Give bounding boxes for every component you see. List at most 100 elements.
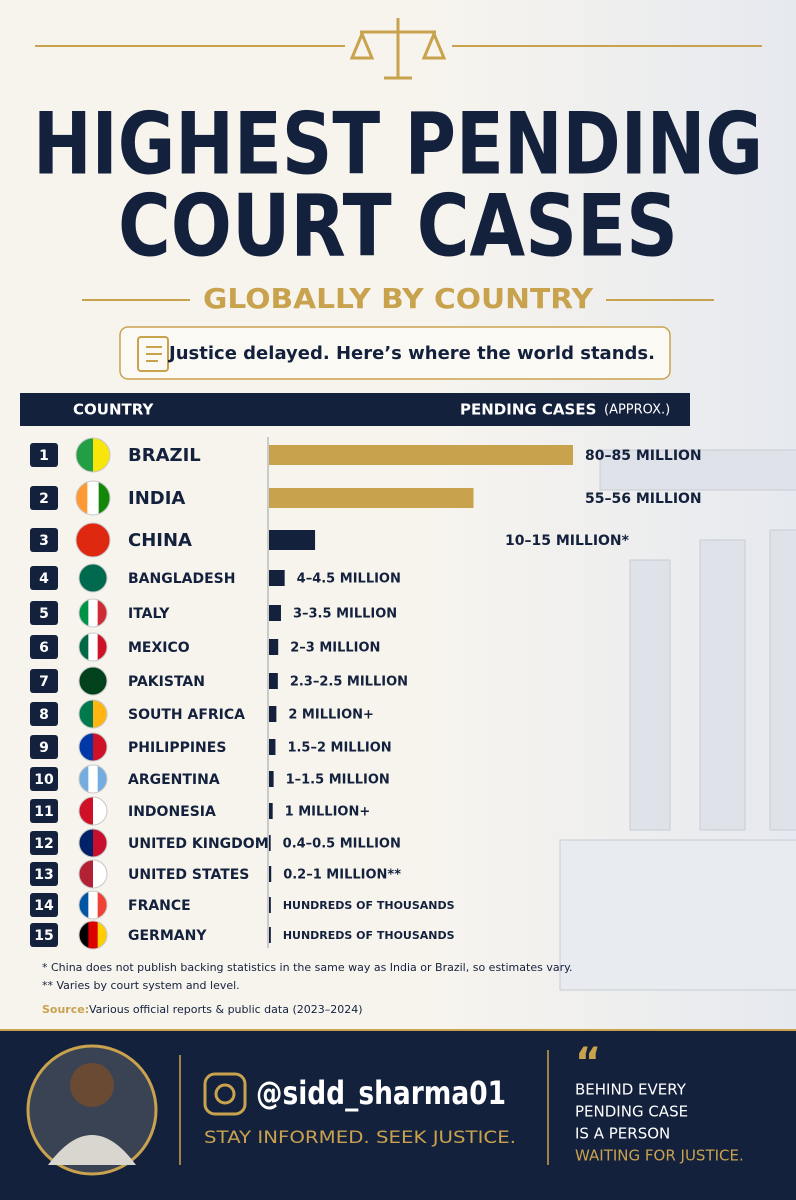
flag-stripe [76,438,94,472]
flag [79,633,107,661]
rank-box [30,635,58,659]
flag [76,523,110,557]
rank: 14 [34,898,54,914]
country-label: BRAZIL [128,445,201,466]
flag-stripe [79,829,94,857]
source-label: Source: [42,1003,89,1016]
rank: 2 [39,491,49,507]
rank: 11 [34,804,53,820]
rank-box [30,702,58,726]
handle[interactable]: @sidd_sharma01 [256,1074,506,1112]
flag-stripe [79,733,94,761]
flag-stripe [93,700,107,728]
quote-mark: “ [575,1040,601,1086]
country-label: SOUTH AFRICA [128,707,245,723]
rank: 4 [39,571,49,587]
value-label: HUNDREDS OF THOUSANDS [283,929,455,942]
value-label: 4–4.5 MILLION [297,572,401,587]
flag-border [75,480,111,516]
flag-border [78,764,108,794]
bar [269,706,277,722]
value-label: 2.3–2.5 MILLION [290,675,408,690]
title: COURT CASES [118,176,678,276]
bar [269,866,272,882]
flag [79,829,107,857]
flag-border [78,796,108,826]
rank-box [30,767,58,791]
flag-stripe [79,633,89,661]
rank-box [30,566,58,590]
header-value: PENDING CASES [460,401,596,419]
header-country: COUNTRY [73,401,154,419]
flag-stripe [93,860,107,888]
flag [79,599,107,627]
country-label: INDONESIA [128,804,216,820]
bar [269,835,271,851]
flag-border [78,890,108,920]
flag [79,860,107,888]
value-label: 55–56 MILLION [585,491,702,507]
flag-border [78,598,108,628]
quote-highlight: WAITING FOR JUSTICE. [575,1147,744,1165]
flag-stripe [79,667,94,695]
profile-photo [26,1044,158,1176]
flag-stripe [97,891,107,919]
quote-line: IS A PERSON [575,1125,670,1143]
rank: 10 [34,772,54,788]
rank: 1 [39,448,49,464]
country-label: CHINA [128,530,192,551]
rank-box [30,893,58,917]
flag-stripe [97,765,107,793]
flag [76,481,110,515]
rows: 1 BRAZIL 80–85 MILLION 2 INDIA 55–56 MILLION 3… [30,437,702,950]
value-label: HUNDREDS OF THOUSANDS [283,899,455,912]
value-label: 10–15 MILLION* [505,533,630,549]
flag-stripe [93,829,107,857]
flag [79,564,107,592]
value-label: 2–3 MILLION [290,641,380,656]
rank: 5 [39,606,49,622]
flag-stripe [76,481,88,515]
country-label: FRANCE [128,898,191,914]
flag-stripe [93,523,110,557]
quote-line: PENDING CASE [575,1103,688,1121]
flag-border [78,828,108,858]
flag [76,438,110,472]
rank: 12 [34,836,53,852]
flag-stripe [79,891,89,919]
value-label: 0.4–0.5 MILLION [283,837,401,852]
flag-border [78,859,108,889]
country-label: BANGLADESH [128,571,235,587]
bar [269,605,281,621]
value-label: 2 MILLION+ [288,708,374,723]
title: HIGHEST PENDING [33,94,763,194]
country-label: UNITED STATES [128,867,249,883]
flag-stripe [88,891,99,919]
bar [269,897,271,913]
subtitle: GLOBALLY BY COUNTRY [203,282,594,315]
bar [269,488,474,508]
rank-box [30,669,58,693]
rank-box [30,443,58,467]
flag-stripe [88,765,99,793]
flag-stripe [88,921,99,949]
rank-box [30,862,58,886]
bar [269,530,316,550]
flag [79,700,107,728]
value-label: 1–1.5 MILLION [286,773,390,788]
country-label: PHILIPPINES [128,740,226,756]
rank-box [30,831,58,855]
bar [269,445,573,465]
rank-box [30,486,58,510]
country-label: UNITED KINGDOM [128,836,269,852]
country-label: MEXICO [128,640,190,656]
rank: 7 [39,674,49,690]
flag-border [78,920,108,950]
rank: 9 [39,740,49,756]
flag-stripe [93,438,110,472]
country-label: GERMANY [128,928,207,944]
rank-box [30,799,58,823]
value-label: 3–3.5 MILLION [293,607,397,622]
value-label: 80–85 MILLION [585,448,702,464]
